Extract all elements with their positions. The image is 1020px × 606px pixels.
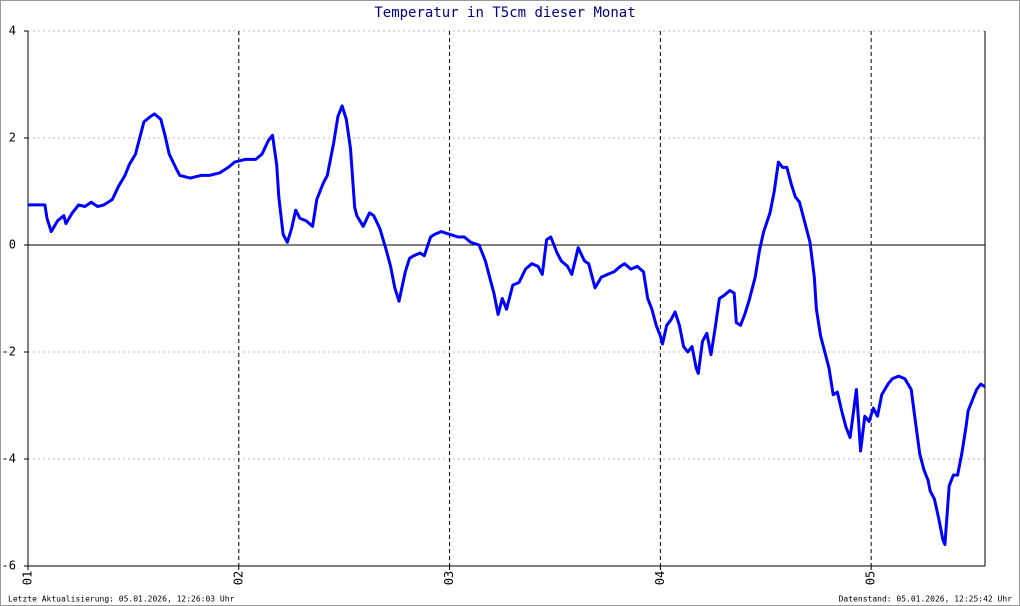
chart-title: Temperatur in T5cm dieser Monat <box>374 5 635 21</box>
x-tick-label: 04 <box>653 571 667 585</box>
x-tick-label: 02 <box>231 571 245 585</box>
data-line <box>28 104 986 547</box>
y-tick-label: 4 <box>9 24 16 38</box>
x-tick-label: 03 <box>442 571 456 585</box>
x-tick-label: 05 <box>864 571 878 585</box>
y-tick-label: 0 <box>9 238 16 252</box>
y-tick-label: -2 <box>2 345 16 359</box>
footer-left: Letzte Aktualisierung: 05.01.2026, 12:26… <box>8 595 235 604</box>
x-tick-label: 01 <box>21 571 35 585</box>
y-tick-label: -4 <box>2 452 16 466</box>
footer-right: Datenstand: 05.01.2026, 12:25:42 Uhr <box>839 595 1013 604</box>
y-tick-label: -6 <box>2 559 16 573</box>
y-tick-label: 2 <box>9 131 16 145</box>
